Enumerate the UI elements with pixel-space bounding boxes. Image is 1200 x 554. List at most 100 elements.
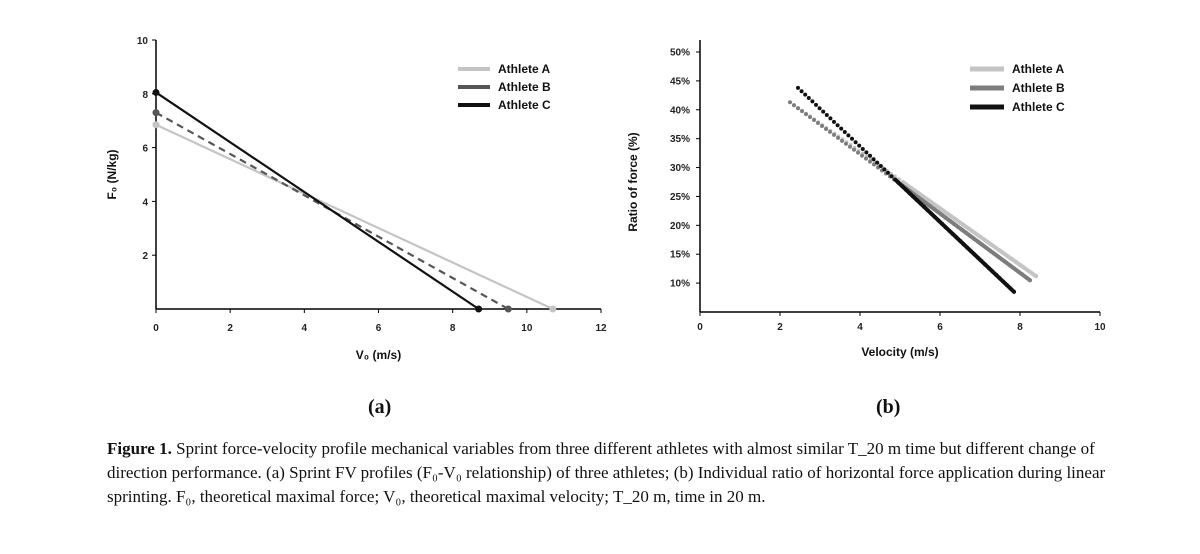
b-series-point	[828, 116, 833, 121]
a-y-tick-label: 10	[137, 36, 149, 47]
b-series-point	[816, 121, 820, 126]
b-series-athlete-b	[788, 100, 1032, 283]
a-y-tick-label: 6	[142, 144, 148, 155]
b-series-point	[817, 106, 822, 111]
a-y-tick-label: 2	[142, 251, 148, 262]
a-x-tick-label: 12	[595, 323, 607, 334]
b-legend-label: Athlete C	[1012, 100, 1065, 114]
b-series-point	[864, 150, 869, 155]
a-series-line-athlete-a	[155, 123, 554, 310]
a-series-line-athlete-c	[155, 91, 480, 310]
b-y-tick-label: 25%	[670, 192, 690, 203]
b-series-point	[857, 143, 862, 148]
a-x-tick-label: 10	[521, 323, 533, 334]
b-series-point	[846, 133, 851, 138]
panel-b-label: (b)	[876, 396, 901, 418]
a-series-line-athlete-b	[155, 111, 509, 310]
a-point-intercept-y-athlete-c	[152, 88, 160, 96]
b-series-athlete-c	[796, 85, 1016, 294]
a-x-axis-label: V₀ (m/s)	[356, 348, 401, 362]
b-x-tick-label: 4	[857, 322, 863, 333]
a-point-intercept-x-athlete-a	[549, 305, 557, 313]
b-series-point	[842, 130, 847, 135]
b-series-point	[886, 170, 890, 175]
a-x-tick-label: 6	[376, 323, 382, 334]
figure-caption: Figure 1. Sprint force-velocity profile …	[107, 437, 1107, 509]
b-series-point	[800, 109, 804, 114]
b-y-tick-label: 40%	[670, 105, 690, 116]
b-x-tick-label: 10	[1094, 322, 1106, 333]
b-series-point	[828, 129, 832, 134]
b-series-point	[852, 147, 856, 152]
b-series-point	[864, 156, 868, 161]
b-y-tick-label: 50%	[670, 48, 690, 59]
panel-a-label: (a)	[368, 396, 392, 418]
b-series-line-athlete-a	[900, 180, 1038, 279]
b-series-point	[808, 115, 812, 120]
b-x-axis-label: Velocity (m/s)	[861, 345, 938, 359]
b-series-point	[868, 159, 872, 164]
b-y-tick-label: 30%	[670, 163, 690, 174]
a-point-intercept-y-athlete-b	[152, 109, 160, 117]
b-series-point	[792, 103, 796, 108]
caption-label: Figure 1.	[107, 439, 172, 458]
b-series-point	[889, 174, 894, 179]
b-series-point	[850, 136, 854, 141]
b-series-point	[836, 135, 840, 140]
b-series-point	[860, 153, 864, 158]
b-y-tick-label: 20%	[670, 221, 690, 232]
caption-text: Sprint force-velocity profile mechanical…	[107, 439, 1106, 506]
b-x-tick-label: 0	[697, 322, 703, 333]
b-series-point	[871, 157, 876, 162]
b-series-point	[856, 150, 860, 155]
b-series-point	[839, 126, 844, 131]
a-legend-label: Athlete B	[498, 80, 551, 94]
b-y-tick-label: 10%	[670, 279, 690, 290]
b-series-point	[821, 109, 826, 114]
b-series-line-athlete-c	[893, 177, 1016, 294]
b-series-point	[853, 140, 858, 145]
b-legend-label: Athlete A	[1012, 62, 1065, 76]
b-series-point	[868, 153, 872, 158]
b-series-point	[810, 99, 815, 104]
b-series-point	[796, 85, 800, 90]
b-series-point	[824, 113, 829, 118]
b-series-point	[875, 160, 880, 165]
b-series-point	[844, 141, 848, 146]
b-series-point	[788, 100, 792, 105]
b-legend-label: Athlete B	[1012, 81, 1065, 95]
a-x-tick-label: 2	[227, 323, 233, 334]
a-y-tick-label: 4	[142, 197, 148, 208]
a-point-intercept-x-athlete-c	[475, 305, 483, 313]
a-y-tick-label: 8	[142, 90, 148, 101]
b-x-tick-label: 2	[777, 322, 783, 333]
b-series-point	[820, 123, 824, 128]
b-series-point	[835, 123, 840, 128]
b-series-point	[872, 162, 876, 167]
a-point-intercept-x-athlete-b	[504, 305, 512, 313]
a-x-tick-label: 0	[153, 323, 159, 334]
b-series-line-athlete-b	[896, 180, 1032, 283]
b-x-tick-label: 6	[937, 322, 943, 333]
b-series-athlete-a	[792, 103, 1038, 279]
a-legend-label: Athlete C	[498, 98, 551, 112]
b-series-point	[878, 164, 883, 169]
b-series-point	[796, 106, 800, 111]
b-y-tick-label: 35%	[670, 134, 690, 145]
b-series-point	[804, 112, 808, 117]
b-series-point	[848, 144, 852, 149]
b-y-tick-label: 45%	[670, 76, 690, 87]
b-series-point	[824, 126, 828, 131]
b-x-tick-label: 8	[1017, 322, 1023, 333]
b-series-point	[860, 147, 865, 152]
a-x-tick-label: 4	[302, 323, 308, 334]
a-legend-label: Athlete A	[498, 62, 551, 76]
a-x-tick-label: 8	[450, 323, 456, 334]
b-series-point	[882, 167, 887, 172]
b-series-point	[832, 132, 836, 137]
a-y-axis-label: F₀ (N/kg)	[105, 149, 119, 199]
b-series-point	[840, 138, 844, 143]
b-series-point	[814, 102, 818, 107]
b-series-point	[806, 96, 811, 101]
